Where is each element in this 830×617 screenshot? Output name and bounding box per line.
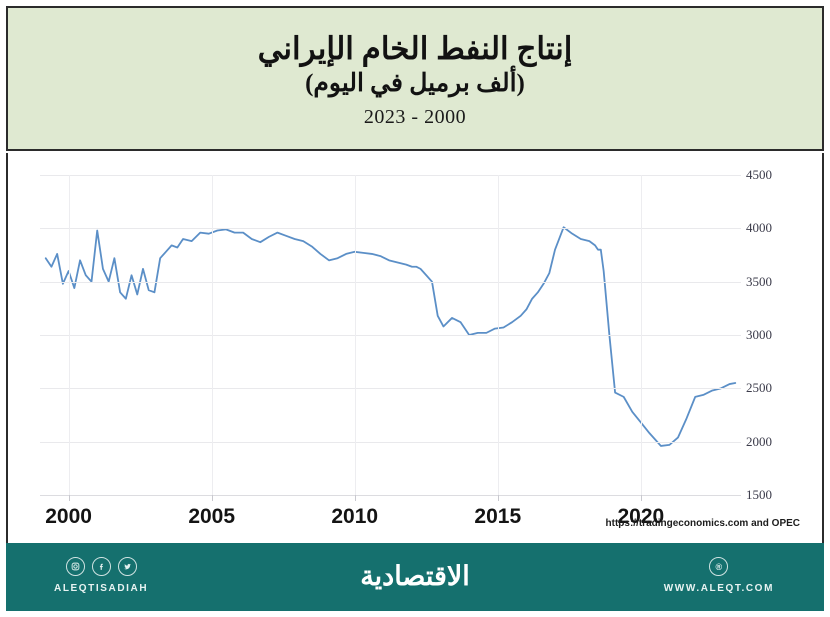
y-axis-tick-label: 4500 [746,167,772,182]
x-axis-line [40,495,741,496]
social-links [65,557,137,576]
y-gridline [40,281,741,283]
x-axis-tick-label: 2015 [474,505,522,528]
footer-right-caption[interactable]: WWW.ALEQT.COM [663,583,774,594]
y-axis-tick-label: 3000 [746,327,772,342]
x-gridline [354,175,356,495]
page-title: إنتاج النفط الخام الإيراني [257,30,573,66]
page-date-range: 2023 - 2000 [363,106,467,129]
x-axis-tick-label: 2005 [188,505,236,528]
footer-website-block: ® WWW.ALEQT.COM [664,557,774,594]
y-gridline [40,388,741,390]
y-axis-tick-label: 2500 [746,380,772,396]
line-chart-plot: 1500 2000 2500 3000 3500 4000 4500 2000 2005 2010… [40,167,772,528]
footer-social-block: ALEQTISADIAH [54,557,148,594]
footer-left-caption: ALEQTISADIAH [54,583,149,594]
poster-header: إنتاج النفط الخام الإيراني (ألف برميل في… [6,6,824,151]
x-axis-tick-label: 2010 [331,505,379,528]
y-gridline [40,441,741,443]
y-axis-tick-label: 4000 [746,220,772,236]
twitter-icon[interactable] [117,557,137,576]
x-gridline [640,175,642,495]
page-subtitle: (ألف برميل في اليوم) [305,70,525,98]
chart-panel: 1500 2000 2500 3000 3500 4000 4500 2000 2005 2010… [6,153,824,543]
instagram-icon[interactable] [65,557,85,576]
x-axis-tick [211,495,213,501]
y-axis-tick-label: 3500 [746,273,772,289]
x-axis-tick-label: 2020 [617,505,665,528]
y-gridline [40,335,741,336]
x-gridline [68,175,70,495]
facebook-icon[interactable] [91,557,111,576]
y-gridline [40,175,741,176]
brand-logo: الاقتصادية [360,561,470,591]
y-axis-tick-label: 1500 [746,487,772,502]
series-line [44,226,737,447]
registered-mark-icon: ® [709,557,729,576]
footer-brand-block: الاقتصادية [8,561,822,592]
x-axis-tick [497,495,499,501]
y-gridline [40,228,741,230]
x-axis-tick-label: 2000 [45,505,92,528]
series-line-iran-crude-production [44,226,737,447]
x-axis-tick [640,495,642,501]
x-gridline [497,175,499,495]
x-axis-tick [354,495,356,501]
chart-source-note: https://tradingeconomics.com and OPEC [605,518,800,529]
x-axis-tick [68,495,70,501]
poster-footer: ALEQTISADIAH الاقتصادية ® WWW.ALEQT.COM [6,543,824,611]
y-axis-tick-label: 2000 [746,433,772,449]
x-gridline [211,175,213,495]
